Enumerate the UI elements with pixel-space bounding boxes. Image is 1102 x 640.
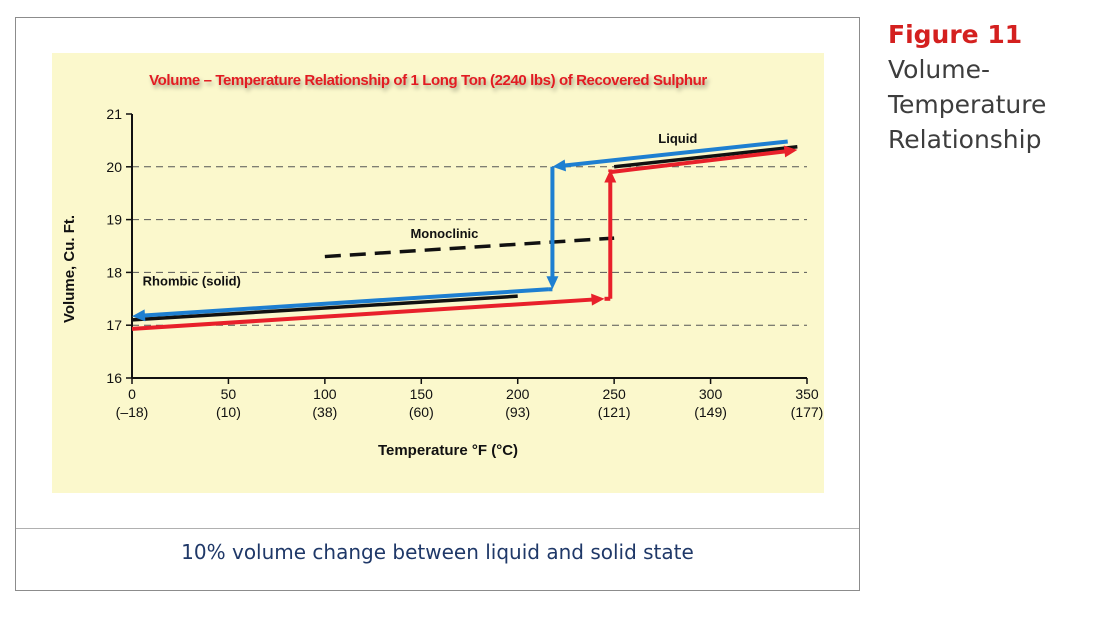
x-tick-label: 350	[795, 386, 819, 402]
annotation-label: Rhombic (solid)	[143, 274, 241, 289]
arrow-head	[591, 293, 605, 306]
grid-lines	[132, 166, 807, 326]
x-tick-sublabel: (–18)	[116, 404, 149, 420]
figure-title-line: Relationship	[888, 125, 1042, 154]
x-tick-sublabel: (38)	[312, 404, 337, 420]
chart-title: Volume – Temperature Relationship of 1 L…	[149, 72, 707, 89]
side-caption: Figure 11 Volume- Temperature Relationsh…	[888, 18, 1098, 157]
x-tick-sublabel: (149)	[694, 404, 727, 420]
axes: 16 17 18 19 20 21 0 (–18) 50 (10) 100 (38) 150 (60) 20…	[106, 106, 823, 420]
arrow-segment	[562, 139, 788, 168]
x-tick-label: 100	[313, 386, 337, 402]
figure-frame: Volume – Temperature Relationship of 1 L…	[15, 17, 860, 591]
y-axis-label: Volume, Cu. Ft.	[61, 215, 78, 323]
figure-number: Figure 11	[888, 20, 1023, 49]
arrow-segment	[610, 149, 788, 175]
x-tick-label: 300	[699, 386, 723, 402]
x-tick-label: 250	[602, 386, 626, 402]
series-line	[131, 294, 518, 322]
chart-panel: Volume – Temperature Relationship of 1 L…	[52, 53, 824, 493]
figure-title-line: Temperature	[888, 90, 1047, 119]
arrow-segment	[131, 297, 595, 331]
x-axis-label: Temperature °F (°C)	[378, 442, 518, 459]
x-tick-label: 150	[410, 386, 434, 402]
arrow-segment	[141, 287, 549, 318]
x-tick-sublabel: (177)	[791, 404, 824, 420]
x-tick-sublabel: (121)	[598, 404, 631, 420]
volume-temperature-chart: Volume – Temperature Relationship of 1 L…	[61, 72, 823, 459]
y-tick-label: 16	[106, 370, 122, 386]
arrow-head	[132, 309, 146, 322]
annotation-label: Monoclinic	[410, 226, 478, 241]
caption-divider	[16, 528, 859, 529]
arrow-head	[552, 159, 566, 172]
x-tick-label: 0	[128, 386, 136, 402]
annotation-labels: Liquid Monoclinic Rhombic (solid)	[143, 131, 698, 289]
x-tick-label: 200	[506, 386, 530, 402]
annotation-label: Liquid	[658, 131, 697, 146]
series-lines	[131, 139, 798, 331]
figure-title: Volume- Temperature Relationship	[888, 52, 1098, 157]
y-tick-label: 20	[106, 159, 122, 175]
x-tick-sublabel: (10)	[216, 404, 241, 420]
series-line	[613, 144, 798, 169]
y-tick-label: 18	[106, 264, 122, 280]
arrow-head	[783, 145, 798, 158]
arrow-head	[604, 169, 617, 183]
x-tick-label: 50	[221, 386, 237, 402]
figure-title-line: Volume-	[888, 55, 991, 84]
x-tick-sublabel: (93)	[505, 404, 530, 420]
y-tick-label: 19	[106, 212, 122, 228]
arrow-head	[546, 276, 559, 290]
x-tick-sublabel: (60)	[409, 404, 434, 420]
y-tick-label: 21	[106, 106, 122, 122]
y-tick-label: 17	[106, 317, 122, 333]
bottom-caption: 10% volume change between liquid and sol…	[181, 540, 694, 564]
